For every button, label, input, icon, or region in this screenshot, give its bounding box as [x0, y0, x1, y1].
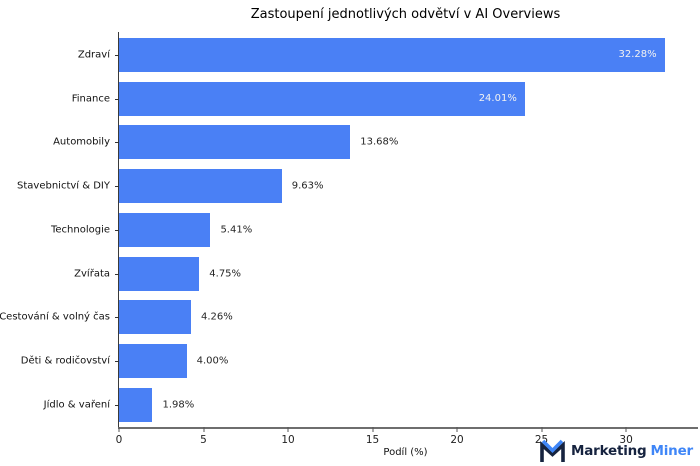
x-tick-label: 15 — [365, 434, 380, 446]
bar-row: Děti & rodičovství 4.00% — [21, 339, 692, 383]
y-tick-mark — [115, 142, 119, 144]
category-label: Automobily — [53, 136, 110, 148]
value-label: 4.26% — [201, 311, 233, 323]
bar — [119, 388, 153, 422]
category-label: Stavebnictví & DIY — [17, 180, 110, 192]
y-tick-mark — [115, 98, 119, 100]
bar-row: Zvířata 4.75% — [74, 252, 692, 296]
bar-row: Finance 24.01% — [72, 77, 692, 121]
y-tick-mark — [115, 186, 119, 188]
plot-area: Zdraví 32.28% Finance 24.01% Automobily 13.68… — [0, 33, 692, 427]
category-label: Cestování & volný čas — [0, 311, 110, 323]
value-label: 13.68% — [360, 136, 399, 148]
y-tick-mark — [115, 273, 119, 275]
category-label: Děti & rodičovství — [20, 355, 110, 367]
bar-row: Stavebnictví & DIY 9.63% — [17, 164, 692, 208]
x-tick-label: 20 — [450, 434, 464, 446]
bar — [119, 344, 187, 379]
brand-name-miner: Miner — [650, 442, 694, 459]
chart-title: Zastoupení jednotlivých odvětví v AI Ove… — [250, 7, 561, 22]
bar-row: Zdraví 32.28% — [78, 33, 692, 77]
value-label: 32.28% — [618, 49, 657, 61]
bar — [119, 125, 351, 160]
brand-name-marketing: Marketing — [570, 442, 647, 459]
category-label: Zdraví — [77, 49, 110, 61]
x-axis-spine — [118, 427, 698, 429]
x-tick-label: 30 — [619, 434, 633, 446]
bar-row: Automobily 13.68% — [53, 121, 692, 165]
category-label: Jídlo & vaření — [43, 399, 110, 411]
y-tick-mark — [115, 54, 119, 56]
x-tick-mark — [203, 427, 204, 432]
bar-row: Cestování & volný čas 4.26% — [0, 296, 692, 340]
bar: 24.01% — [119, 81, 525, 116]
marketing-miner-m-icon — [540, 439, 565, 462]
x-tick-mark — [541, 427, 543, 432]
bar-row: Jídlo & vaření 1.98% — [44, 383, 692, 427]
bar — [119, 212, 211, 247]
value-label: 4.75% — [209, 268, 242, 280]
category-label: Technologie — [50, 224, 110, 236]
y-tick-mark — [115, 405, 119, 406]
x-tick-mark — [118, 427, 120, 432]
x-tick-mark — [287, 427, 289, 432]
x-tick-label: 10 — [281, 434, 295, 446]
value-label: 24.01% — [478, 93, 517, 105]
y-tick-mark — [115, 229, 119, 231]
x-tick-label: 0 — [115, 434, 123, 446]
bar-row: Technologie 5.41% — [51, 208, 692, 252]
x-tick-mark — [625, 427, 627, 432]
x-tick-mark — [456, 427, 458, 432]
bar: 32.28% — [119, 37, 665, 72]
bar — [119, 169, 282, 204]
x-tick-label: 5 — [200, 434, 207, 446]
value-label: 9.63% — [291, 180, 324, 192]
y-axis-spine — [118, 32, 119, 427]
y-tick-mark — [115, 317, 119, 319]
value-label: 5.41% — [220, 224, 253, 236]
marketing-miner-logo: Marketing Miner — [539, 438, 693, 463]
category-label: Finance — [71, 93, 110, 105]
y-tick-mark — [115, 361, 119, 363]
x-tick-mark — [372, 427, 374, 432]
x-axis-label: Podíl (%) — [383, 447, 428, 458]
value-label: 4.00% — [196, 355, 229, 367]
bar — [119, 300, 191, 335]
value-label: 1.98% — [162, 399, 195, 411]
category-label: Zvířata — [74, 268, 110, 280]
bar — [119, 256, 200, 291]
